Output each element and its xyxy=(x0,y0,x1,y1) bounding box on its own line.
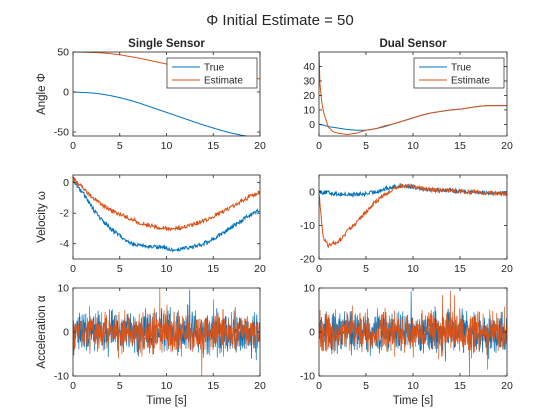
subplot-title: Single Sensor xyxy=(128,38,205,50)
y-tick-label: 40 xyxy=(303,61,315,73)
series-group xyxy=(73,176,260,253)
series-group xyxy=(319,182,507,249)
plot-area xyxy=(73,175,260,259)
y-tick-label: 50 xyxy=(57,47,69,59)
x-tick-label: 15 xyxy=(454,263,466,275)
y-axis-label: Acceleration α xyxy=(36,295,48,368)
x-tick-label: 10 xyxy=(161,263,173,275)
legend: True Estimate xyxy=(166,57,258,89)
legend-box xyxy=(413,57,505,89)
x-tick-label: 0 xyxy=(316,380,322,392)
series-line-estimate xyxy=(73,176,260,232)
x-tick-label: 5 xyxy=(363,263,369,275)
x-tick-label: 20 xyxy=(254,263,266,275)
y-axis-label: Angle Φ xyxy=(36,73,48,115)
series-line-true xyxy=(73,91,249,136)
x-tick-label: 10 xyxy=(161,380,173,392)
y-tick-label: -4 xyxy=(60,238,69,250)
x-tick-label: 5 xyxy=(363,380,369,392)
subplot-2: 0 5 10 15 20 0 10 20 30 40 Dual Sensor True Estimate xyxy=(303,38,513,152)
x-tick-label: 20 xyxy=(501,380,513,392)
y-tick-label: 30 xyxy=(303,75,315,87)
plot-area xyxy=(319,175,507,259)
x-tick-label: 0 xyxy=(70,380,76,392)
x-tick-label: 20 xyxy=(254,140,266,152)
x-tick-label: 10 xyxy=(161,140,173,152)
legend-box xyxy=(166,57,258,89)
x-tick-label: 5 xyxy=(117,380,123,392)
y-tick-label: 0 xyxy=(309,327,315,339)
legend-label: True xyxy=(451,63,472,74)
y-tick-label: 10 xyxy=(303,104,315,116)
series-line-true xyxy=(73,179,260,253)
y-tick-label: 0 xyxy=(63,327,69,339)
legend-label: True xyxy=(204,63,225,74)
y-tick-label: -10 xyxy=(300,220,315,232)
x-tick-label: 0 xyxy=(70,140,76,152)
x-axis-label: Time [s] xyxy=(146,395,186,407)
x-tick-label: 0 xyxy=(70,263,76,275)
y-tick-label: 0 xyxy=(63,177,69,189)
subplot-4: 0 5 10 15 20 -20 -10 0 xyxy=(300,174,513,275)
y-axis-label: Velocity ω xyxy=(36,191,48,243)
x-tick-label: 10 xyxy=(407,380,419,392)
legend-label: Estimate xyxy=(451,76,490,87)
x-tick-label: 15 xyxy=(207,380,219,392)
legend: True Estimate xyxy=(413,57,505,89)
y-tick-label: -10 xyxy=(54,371,69,383)
y-tick-label: 0 xyxy=(309,119,315,131)
y-tick-label: -2 xyxy=(60,208,69,220)
figure-title: Φ Initial Estimate = 50 xyxy=(206,12,353,29)
series-line-estimate xyxy=(73,288,260,376)
x-tick-label: 0 xyxy=(316,263,322,275)
y-tick-label: 20 xyxy=(303,90,315,102)
series-line-estimate xyxy=(319,290,507,376)
y-tick-label: 10 xyxy=(57,283,69,295)
x-axis-label: Time [s] xyxy=(393,395,433,407)
x-tick-label: 10 xyxy=(407,140,419,152)
x-tick-label: 20 xyxy=(501,263,513,275)
legend-label: Estimate xyxy=(204,76,243,87)
x-tick-label: 20 xyxy=(501,140,513,152)
series-group xyxy=(319,52,507,136)
x-tick-label: 5 xyxy=(117,263,123,275)
x-tick-label: 15 xyxy=(454,140,466,152)
series-group xyxy=(319,290,507,376)
x-tick-label: 5 xyxy=(117,140,123,152)
x-tick-label: 15 xyxy=(454,380,466,392)
y-tick-label: -10 xyxy=(300,371,315,383)
x-tick-label: 15 xyxy=(207,263,219,275)
x-tick-label: 20 xyxy=(254,380,266,392)
x-tick-label: 10 xyxy=(407,263,419,275)
series-line-estimate xyxy=(319,182,507,249)
y-tick-label: 10 xyxy=(303,283,315,295)
x-tick-label: 0 xyxy=(316,140,322,152)
y-tick-label: 0 xyxy=(63,87,69,99)
x-tick-label: 5 xyxy=(363,140,369,152)
series-line-estimate xyxy=(319,52,507,136)
x-tick-label: 15 xyxy=(207,140,219,152)
subplot-3: 0 5 10 15 20 -4 -2 0 Velocity ω xyxy=(36,174,266,275)
subplot-title: Dual Sensor xyxy=(379,38,447,50)
y-tick-label: -50 xyxy=(54,127,69,139)
y-tick-label: 0 xyxy=(309,186,315,198)
y-tick-label: -20 xyxy=(300,254,315,266)
series-group xyxy=(73,288,260,376)
